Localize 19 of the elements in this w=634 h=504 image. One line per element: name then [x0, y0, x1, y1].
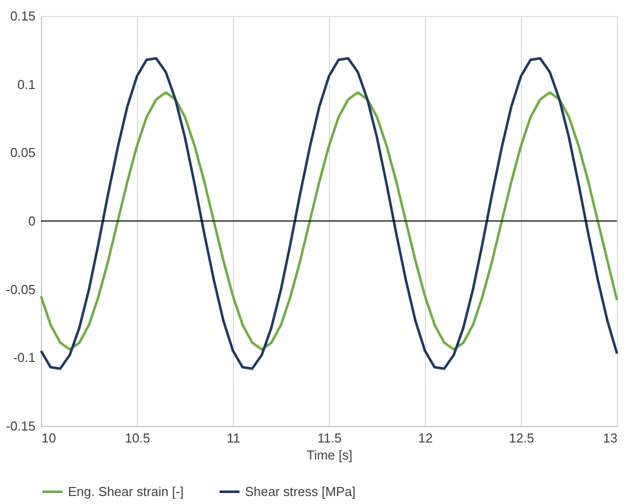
y-tick-label: 0.15 — [10, 8, 36, 24]
x-tick-label: 10.5 — [124, 430, 150, 446]
x-tick-label: 10 — [42, 430, 56, 446]
y-tick-label: 0.05 — [10, 145, 36, 160]
line-series — [40, 57, 618, 370]
y-tick-label: -0.1 — [13, 350, 36, 366]
legend-label: Shear stress [MPa] — [245, 484, 356, 499]
x-tick-label: 11 — [226, 430, 240, 446]
y-tick-label: 0 — [28, 214, 36, 228]
legend-label: Eng. Shear strain [-] — [68, 484, 184, 499]
x-axis-title: Time [s] — [306, 448, 352, 462]
x-tick-label: 13 — [603, 430, 618, 446]
x-tick-label: 12.5 — [508, 430, 534, 446]
x-tick-label: 12 — [418, 430, 433, 446]
y-tick-label: -0.15 — [6, 418, 36, 434]
x-tick-label: 11.5 — [317, 430, 342, 446]
line-series — [40, 91, 618, 351]
y-tick-label: 0.1 — [17, 76, 36, 92]
y-tick-label: -0.05 — [6, 282, 36, 297]
